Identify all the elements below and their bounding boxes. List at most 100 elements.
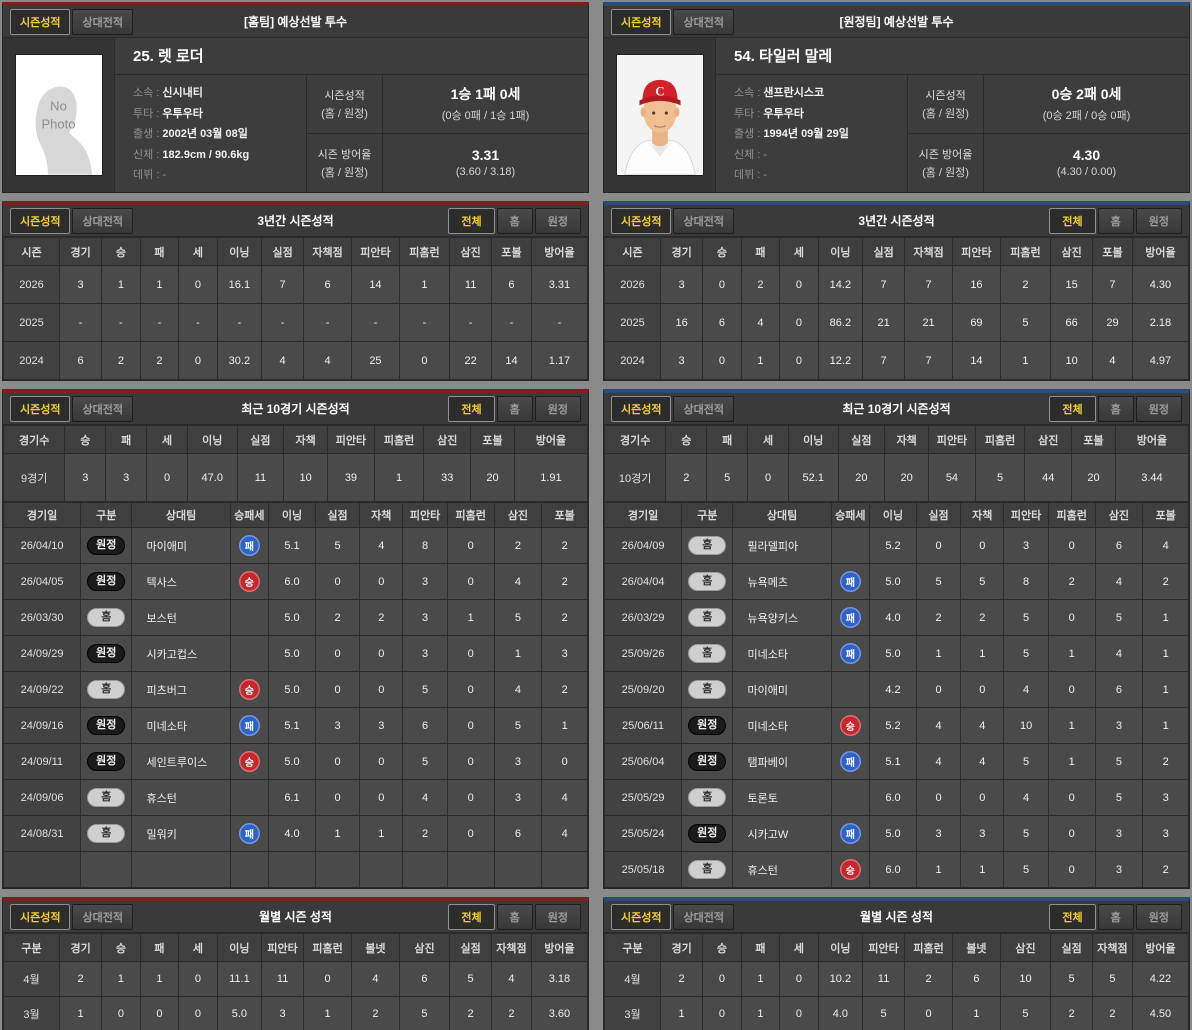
filter-tab-away[interactable]: 원정 (534, 207, 581, 234)
game-log-row: 25/05/18 홈 휴스턴 승 6.0 1 1 5 0 3 2 (603, 851, 1189, 888)
stat-cell: 0 (915, 779, 962, 816)
stat-cell: 5 (999, 996, 1052, 1030)
row-label-cell: 2025 (2, 303, 61, 342)
section-titlebar: 최근 10경기 시즌성적 시즌성적 상대전적 전체 홈 원정 (604, 393, 1189, 425)
player-info-row: 데뷔 : - (734, 166, 907, 182)
header-cell: 경기일 (2, 502, 82, 528)
stat-cell: 10.2 (817, 961, 864, 997)
game-log-row: 24/08/31 홈 밀워키 패 4.0 1 1 2 0 6 4 (2, 815, 588, 852)
stat-cell: 2 (999, 265, 1052, 304)
filter-tab-all[interactable]: 전체 (448, 207, 495, 234)
stat-cell: 2 (139, 341, 180, 380)
filter-tab-away[interactable]: 원정 (534, 903, 581, 930)
stat-cell: 4 (359, 527, 404, 564)
game-location-cell (80, 851, 133, 888)
table-row: 4월 2 1 1 0 11.1 11 0 4 6 5 4 3.18 (2, 961, 589, 997)
tab-season-stats[interactable]: 시즌성적 (611, 903, 672, 930)
header-cell: 경기 (59, 237, 103, 266)
result-cell: 승 (830, 707, 871, 744)
filter-tab-home[interactable]: 홈 (496, 207, 533, 234)
tab-head-to-head[interactable]: 상대전적 (72, 8, 133, 35)
recent-games-section: 최근 10경기 시즌성적 시즌성적 상대전적 전체 홈 원정 경기수 승 패 세 이닝 실점 자책 피안타… (603, 389, 1190, 889)
tab-season-stats[interactable]: 시즌성적 (611, 395, 672, 422)
stat-cell: 4 (261, 341, 305, 380)
filter-tab-home[interactable]: 홈 (1097, 207, 1134, 234)
filter-tab-all[interactable]: 전체 (1049, 207, 1096, 234)
stat-cell: 4.0 (869, 599, 917, 636)
tab-head-to-head[interactable]: 상대전적 (673, 395, 734, 422)
profile-lower: 소속 : 샌프란시스코 투타 : 우투우타 출생 : 1994년 09월 29일 신체… (716, 75, 1189, 192)
tab-season-stats[interactable]: 시즌성적 (10, 8, 71, 35)
filter-tab-home[interactable]: 홈 (1097, 395, 1134, 422)
filter-tab-away[interactable]: 원정 (1135, 395, 1182, 422)
header-cell: 피안타 (261, 933, 305, 962)
stat-cell: 1 (1142, 671, 1189, 708)
header-cell: 경기수 (603, 425, 667, 454)
stat-cell: 4 (351, 961, 400, 997)
stat-cell: 86.2 (817, 303, 864, 342)
filter-tab-all[interactable]: 전체 (1049, 903, 1096, 930)
tab-head-to-head[interactable]: 상대전적 (72, 207, 133, 234)
profile-photo-cell: C (604, 38, 716, 192)
filter-tab-all[interactable]: 전체 (448, 395, 495, 422)
stat-type-tabs: 시즌성적 상대전적 (611, 207, 734, 234)
stat-cell: 3.18 (530, 961, 589, 997)
header-cell: 피안타 (327, 425, 375, 454)
stat-cell: 5.2 (869, 527, 917, 564)
tab-head-to-head[interactable]: 상대전적 (72, 395, 133, 422)
result-cell: 패 (229, 527, 270, 564)
game-log-row: 26/03/29 홈 뉴욕양키스 패 4.0 2 2 5 0 5 1 (603, 599, 1189, 636)
tab-head-to-head[interactable]: 상대전적 (673, 903, 734, 930)
filter-tab-home[interactable]: 홈 (1097, 903, 1134, 930)
header-cell: 피홈런 (1047, 502, 1096, 528)
row-label-cell: 9경기 (2, 453, 66, 502)
stat-cell: 4 (740, 303, 781, 342)
stat-cell: 0 (1047, 851, 1096, 888)
win-badge: 승 (839, 715, 861, 736)
tab-head-to-head[interactable]: 상대전적 (673, 8, 734, 35)
away-badge: 원정 (87, 536, 126, 555)
stat-cell: 0 (960, 671, 1005, 708)
stat-cell: 3 (314, 707, 361, 744)
stat-cell: 3 (1094, 815, 1144, 852)
tab-season-stats[interactable]: 시즌성적 (10, 395, 71, 422)
filter-tab-away[interactable]: 원정 (534, 395, 581, 422)
filter-tab-home[interactable]: 홈 (496, 903, 533, 930)
result-cell: 패 (830, 815, 871, 852)
filter-tab-all[interactable]: 전체 (1049, 395, 1096, 422)
game-location-cell: 홈 (80, 779, 133, 816)
header-cell: 이닝 (869, 502, 917, 528)
tab-season-stats[interactable]: 시즌성적 (611, 207, 672, 234)
filter-tab-away[interactable]: 원정 (1135, 903, 1182, 930)
header-cell: 포볼 (491, 237, 532, 266)
stat-cell: 4 (960, 743, 1005, 780)
stat-cell: 8 (402, 527, 448, 564)
stat-cell: 5 (1003, 635, 1049, 672)
tab-head-to-head[interactable]: 상대전적 (673, 207, 734, 234)
section-titlebar: [홈팀] 예상선발 투수 시즌성적 상대전적 (3, 6, 588, 38)
stat-cell: 1 (101, 961, 141, 997)
player-info-row: 소속 : 신시내티 (133, 84, 306, 100)
three-year-stats-section: 3년간 시즌성적 시즌성적 상대전적 전체 홈 원정 시즌 경기 승 패 세 이닝 실점 자책점 피안타 피홈… (2, 201, 589, 381)
player-info-row: 소속 : 샌프란시스코 (734, 84, 907, 100)
filter-tab-all[interactable]: 전체 (448, 903, 495, 930)
table-row: 2024 3 0 1 0 12.2 7 7 14 1 10 4 4.97 (603, 341, 1190, 380)
table-row: 10경기 2 5 0 52.1 20 20 54 5 44 20 3.44 (603, 453, 1190, 502)
header-cell: 자책 (283, 425, 329, 454)
stat-cell: 0 (1047, 671, 1096, 708)
stat-cell (446, 851, 495, 888)
filter-tab-away[interactable]: 원정 (1135, 207, 1182, 234)
tab-season-stats[interactable]: 시즌성적 (10, 903, 71, 930)
stat-cell: 5 (915, 563, 962, 600)
opponent-cell: 뉴욕메츠 (732, 563, 832, 600)
info-value: 182.9cm / 90.6kg (162, 148, 250, 161)
tab-season-stats[interactable]: 시즌성적 (611, 8, 672, 35)
game-date-cell: 24/09/11 (2, 743, 82, 780)
stat-cell: 7 (862, 341, 906, 380)
stat-cell: 4 (402, 779, 448, 816)
stat-cell: 1 (960, 635, 1005, 672)
filter-tab-home[interactable]: 홈 (496, 395, 533, 422)
stat-cell: 4 (541, 815, 588, 852)
tab-season-stats[interactable]: 시즌성적 (10, 207, 71, 234)
tab-head-to-head[interactable]: 상대전적 (72, 903, 133, 930)
